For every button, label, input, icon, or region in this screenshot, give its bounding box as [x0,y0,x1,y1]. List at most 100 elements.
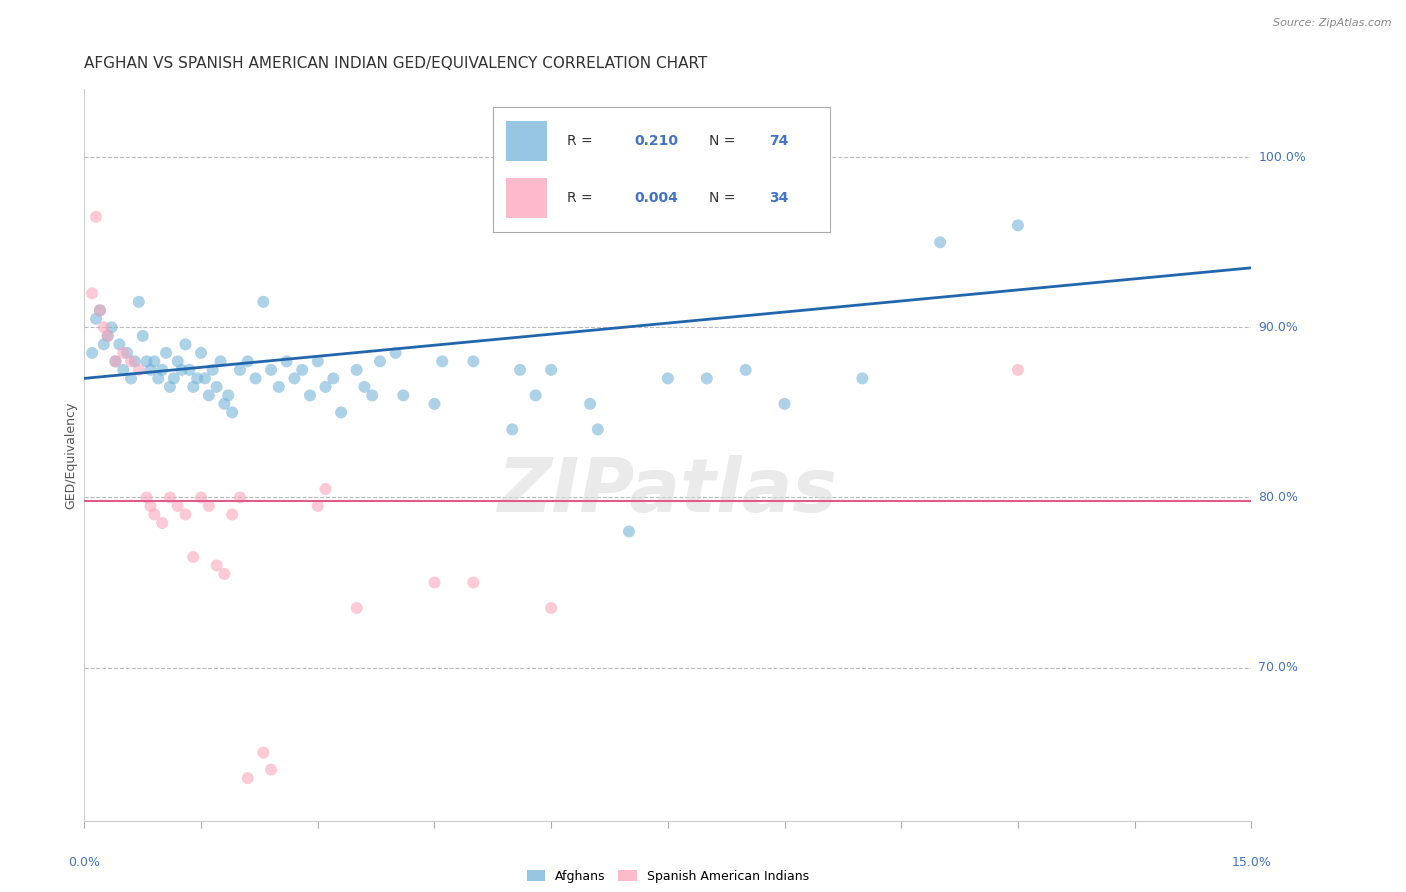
Point [143,354,166,368]
Point [190,491,212,505]
Point [307,354,329,368]
Point [100,320,122,334]
Point [128,294,150,309]
Point [276,354,298,368]
Point [163,371,186,385]
Point [128,363,150,377]
Point [221,508,243,522]
Y-axis label: GED/Equivalency: GED/Equivalency [65,401,77,508]
Point [501,219,523,233]
FancyBboxPatch shape [506,178,547,219]
Point [89,303,111,318]
Point [696,371,718,385]
Point [205,380,228,394]
Text: N =: N = [709,191,740,205]
Point [432,354,454,368]
Point [115,346,138,360]
Point [166,354,188,368]
Point [205,558,228,573]
Point [267,380,290,394]
Text: 0.210: 0.210 [634,134,679,148]
Point [346,601,368,615]
Point [423,397,446,411]
Point [120,354,142,368]
Point [112,363,135,377]
Point [586,422,609,436]
Point [245,371,267,385]
Point [108,337,131,351]
Point [361,388,384,402]
Point [540,601,562,615]
Point [509,363,531,377]
Point [260,363,283,377]
Point [252,294,274,309]
Point [229,491,252,505]
Point [166,499,188,513]
Text: 0.0%: 0.0% [69,856,100,870]
Point [236,771,259,785]
Point [392,388,415,402]
Point [150,516,173,530]
Point [217,388,239,402]
Point [214,566,236,581]
Point [198,388,221,402]
Point [84,311,107,326]
Point [229,363,252,377]
Point [501,422,523,436]
Point [82,286,104,301]
Text: ZIPatlas: ZIPatlas [498,455,838,528]
Point [84,210,107,224]
Point [260,763,283,777]
Point [384,346,406,360]
Point [112,346,135,360]
Point [773,397,796,411]
Point [93,320,115,334]
Point [155,346,177,360]
Point [307,499,329,513]
Point [194,371,217,385]
Point [124,354,146,368]
Point [617,524,640,539]
Point [201,363,224,377]
Point [423,575,446,590]
Point [104,354,127,368]
Point [181,549,204,564]
Text: R =: R = [567,134,598,148]
Text: 90.0%: 90.0% [1258,321,1298,334]
Point [463,575,485,590]
Point [540,363,562,377]
Text: 0.004: 0.004 [634,191,679,205]
Point [221,405,243,419]
Point [159,491,181,505]
Point [322,371,344,385]
Point [135,354,157,368]
Point [89,303,111,318]
Point [315,380,337,394]
Point [139,363,162,377]
Point [170,363,193,377]
Point [97,329,120,343]
Text: R =: R = [567,191,598,205]
Point [198,499,221,513]
Point [353,380,375,394]
Point [236,354,259,368]
FancyBboxPatch shape [506,120,547,161]
Point [368,354,391,368]
Text: 70.0%: 70.0% [1258,661,1298,674]
Point [1007,363,1029,377]
Point [174,508,197,522]
Text: AFGHAN VS SPANISH AMERICAN INDIAN GED/EQUIVALENCY CORRELATION CHART: AFGHAN VS SPANISH AMERICAN INDIAN GED/EQ… [84,56,707,71]
Point [524,388,547,402]
Point [93,337,115,351]
Point [291,363,314,377]
Text: 80.0%: 80.0% [1258,491,1298,504]
Text: 34: 34 [769,191,789,205]
Legend: Afghans, Spanish American Indians: Afghans, Spanish American Indians [522,864,814,888]
Text: 15.0%: 15.0% [1232,856,1271,870]
Point [252,746,274,760]
Point [1007,219,1029,233]
Text: 100.0%: 100.0% [1258,151,1306,164]
Point [148,371,170,385]
Text: Source: ZipAtlas.com: Source: ZipAtlas.com [1274,18,1392,28]
Point [283,371,305,385]
